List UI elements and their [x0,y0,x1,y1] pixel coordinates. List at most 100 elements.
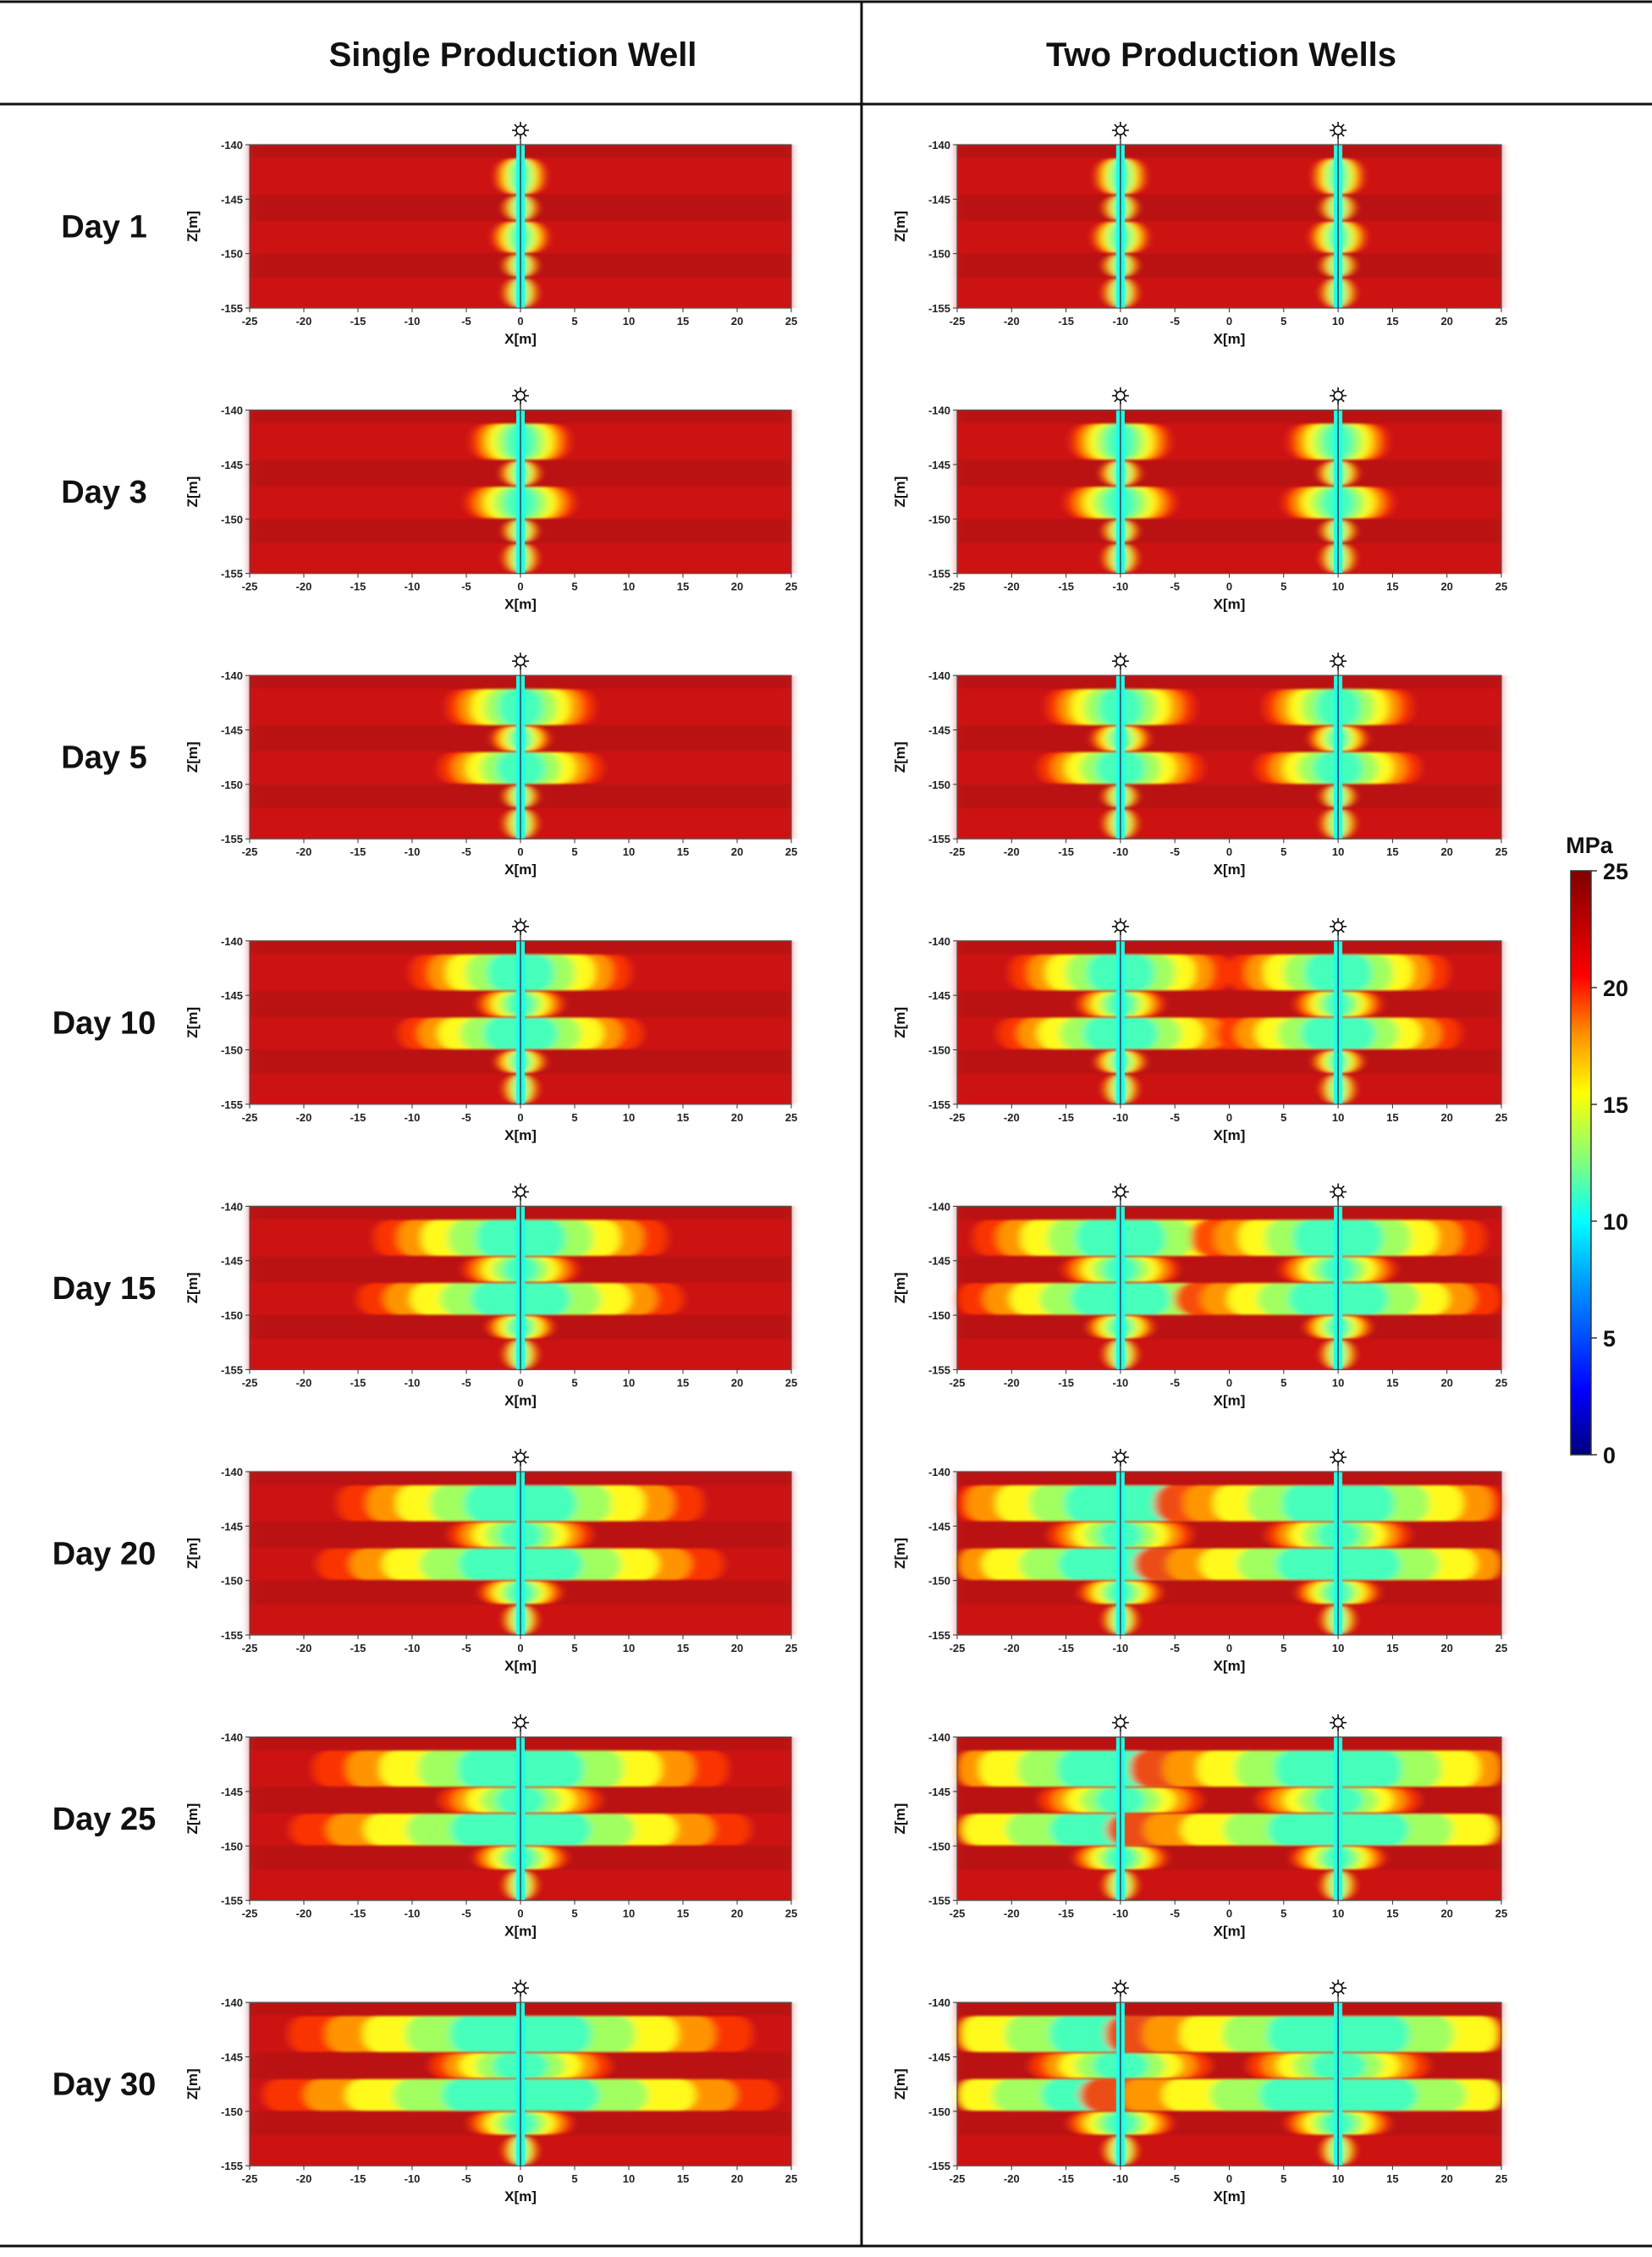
y-tick-label: -155 [221,1895,243,1907]
x-tick-label: -25 [950,1642,966,1654]
y-tick-label: -155 [928,1098,950,1111]
x-tick-label: 20 [731,315,743,328]
x-tick-label: -5 [461,845,471,858]
layer-band [957,1786,1501,1814]
x-tick-label: -5 [461,2172,471,2185]
x-tick-label: -25 [242,1907,258,1920]
x-tick-label: 20 [731,1376,743,1389]
y-axis-label: Z[m] [892,2068,908,2100]
colorbar-ticks: 25 20 15 10 5 0 [1591,859,1628,1468]
row-labels: Day 1 Day 3 Day 5 Day 10 Day 15 Day 20 Day 25 D… [52,210,157,2103]
x-tick-label: -15 [1058,1376,1074,1389]
x-tick-label: -5 [1170,2172,1180,2185]
x-tick-label: -20 [296,2172,312,2185]
x-tick-label: -20 [1004,1907,1020,1920]
x-tick-label: -10 [405,1907,421,1920]
x-tick-label: -20 [1004,1642,1020,1654]
x-tick-label: 20 [1440,1907,1452,1920]
x-tick-label: -20 [1004,1111,1020,1124]
y-tick-label: -150 [928,1043,950,1056]
y-tick-label: -145 [928,2051,950,2064]
y-tick-label: -155 [928,302,950,315]
y-tick-label: -145 [221,724,243,737]
x-tick-label: -15 [350,581,366,593]
x-tick-label: -20 [1004,315,1020,328]
y-tick-label: -155 [221,1629,243,1642]
x-tick-label: 5 [1280,315,1286,328]
y-axis-label: Z[m] [892,476,908,508]
panels: -25 -20 -15 -10 -5 0 5 10 15 20 25-140-145-150-155… [184,122,1507,2205]
x-tick-label: 15 [677,2172,689,2185]
y-tick-label: -155 [221,568,243,581]
x-axis-label: X[m] [504,331,537,347]
wellhead-icon [1330,917,1347,935]
layer-band [957,1472,1501,1485]
layer-band [957,2111,1501,2136]
x-tick-label: -10 [1113,581,1129,593]
x-tick-label: 20 [731,1642,743,1654]
x-axis-label: X[m] [1214,331,1246,347]
colorbar-tick-label: 25 [1603,859,1628,884]
x-tick-label: -20 [1004,2172,1020,2185]
y-tick-label: -150 [928,2106,950,2118]
x-axis-label: X[m] [1214,1127,1246,1143]
x-tick-label: 5 [1280,1642,1286,1654]
layer-band [957,542,1501,574]
row-label: Day 15 [52,1271,157,1307]
y-axis-label: Z[m] [184,476,201,508]
y-tick-label: -145 [221,989,243,1002]
x-tick-label: -15 [1058,581,1074,593]
layer-band [957,990,1501,1017]
colorbar-tick-label: 5 [1603,1326,1616,1351]
x-tick-label: 5 [1280,581,1286,593]
x-tick-label: 25 [1495,581,1507,593]
x-tick-label: -15 [1058,1907,1074,1920]
x-tick-label: 20 [731,1111,743,1124]
wellhead-icon [1111,652,1129,670]
wellhead-icon [512,1449,529,1466]
y-tick-label: -155 [221,302,243,315]
x-tick-label: 10 [1332,845,1344,858]
x-tick-label: 10 [1332,1376,1344,1389]
y-axis-label: Z[m] [184,1007,201,1038]
x-axis-label: X[m] [504,1658,537,1674]
x-axis-label: X[m] [1214,1392,1246,1408]
y-axis-label: Z[m] [184,1803,201,1835]
heatmap-panel: -25 -20 -15 -10 -5 0 5 10 15 20 25 -140 -145 -150 -155… [184,387,797,613]
layer-band [957,1073,1501,1104]
x-tick-label: 10 [1332,315,1344,328]
x-tick-label: 10 [623,1376,635,1389]
y-tick-label: -155 [928,1895,950,1907]
y-tick-label: -140 [221,669,243,682]
wellhead-icon [512,652,529,670]
x-tick-label: 25 [785,1376,797,1389]
x-tick-label: 5 [571,1907,577,1920]
y-axis-label: Z[m] [184,1538,201,1569]
x-tick-label: -20 [296,1642,312,1654]
heatmap-panel: -25 -20 -15 -10 -5 0 5 10 15 20 25 -140 -145 -150 -155… [184,1183,797,1408]
y-tick-label: -150 [221,779,243,791]
x-tick-label: -20 [1004,1376,1020,1389]
x-tick-label: 15 [677,581,689,593]
x-tick-label: 25 [1495,845,1507,858]
x-tick-label: 15 [677,1376,689,1389]
x-tick-label: 15 [677,315,689,328]
y-tick-label: -145 [928,724,950,737]
x-tick-label: 20 [1440,2172,1452,2185]
y-tick-label: -140 [928,935,950,948]
layer-band [957,519,1501,543]
y-tick-label: -145 [928,1786,950,1798]
x-tick-label: 0 [517,1376,523,1389]
y-tick-label: -140 [928,1731,950,1744]
x-tick-label: 0 [1226,2172,1232,2185]
x-tick-label: -5 [1170,845,1180,858]
x-tick-label: 0 [517,1907,523,1920]
x-tick-label: -15 [350,1907,366,1920]
x-tick-label: -20 [1004,845,1020,858]
x-tick-label: -10 [1113,1642,1129,1654]
x-tick-label: -15 [350,315,366,328]
x-tick-label: 25 [1495,1642,1507,1654]
y-tick-label: -145 [928,1520,950,1533]
layer-band [957,410,1501,424]
x-tick-label: -25 [950,1907,966,1920]
